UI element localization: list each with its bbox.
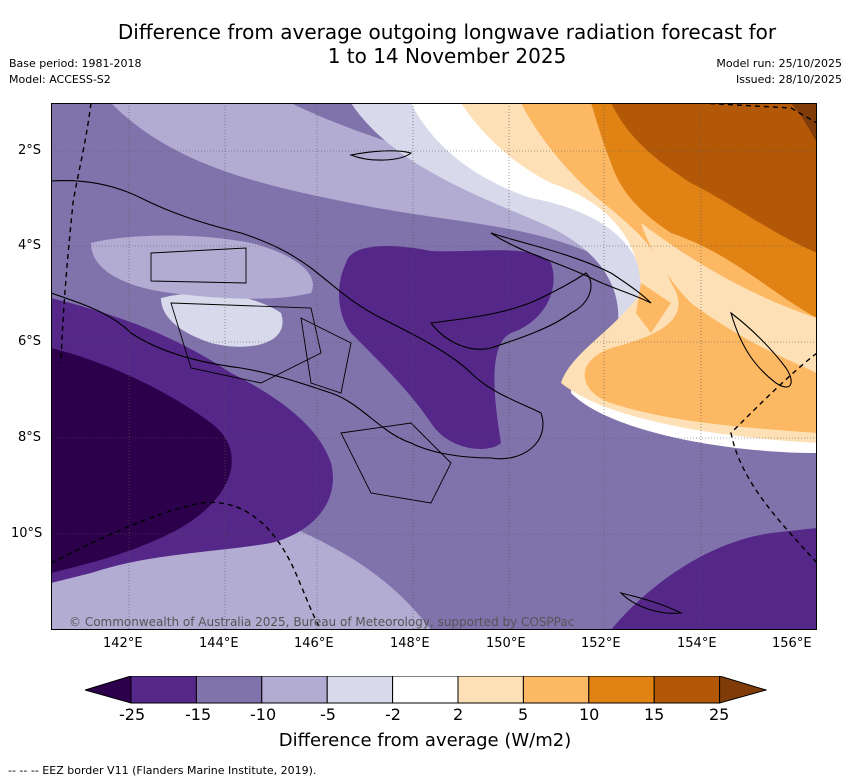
colorbar-tick-p10: 10 — [579, 705, 600, 724]
anomaly-band-m15-blob — [339, 246, 554, 449]
eez-border-north-icon — [700, 103, 817, 124]
anomaly-band-p5-patch — [636, 283, 671, 333]
eez-legend: -- -- -- EEZ border V11 (Flanders Marine… — [8, 764, 316, 777]
colorbar-bin-9 — [653, 676, 721, 704]
manus-island-coastline-icon — [349, 150, 413, 161]
anomaly-band-p2-east — [641, 223, 817, 373]
lat-label-8s: 8°S — [18, 430, 42, 445]
colorbar-bin-5 — [392, 676, 459, 704]
new-guinea-coastline-icon — [51, 180, 544, 460]
solomon-islands-coastline-icon — [619, 591, 683, 614]
lon-label-156e: 156°E — [772, 636, 812, 651]
eez-border-east-icon — [730, 352, 817, 564]
lon-label-152e: 152°E — [581, 636, 621, 651]
colorbar-bin-6 — [457, 676, 524, 704]
provincial-boundaries-icon — [150, 247, 452, 504]
anomaly-band-p25 — [791, 103, 817, 143]
lon-label-146e: 146°E — [294, 636, 334, 651]
colorbar-bin-8 — [588, 676, 655, 704]
issued-date: Issued: 28/10/2025 — [735, 73, 842, 86]
lon-label-148e: 148°E — [390, 636, 430, 651]
colorbar-bin-4 — [326, 676, 394, 704]
lon-label-154e: 154°E — [677, 636, 717, 651]
colorbar-extend-max — [719, 676, 767, 704]
new-britain-coastline-icon — [429, 272, 592, 350]
lat-label-10s: 10°S — [11, 526, 43, 541]
lat-label-6s: 6°S — [18, 334, 42, 349]
colorbar-bin-3 — [261, 676, 328, 704]
colorbar-tick-m25: -25 — [119, 705, 146, 724]
eez-border-west-icon — [60, 103, 92, 364]
model-run: Model run: 25/10/2025 — [716, 57, 842, 70]
colorbar-tick-m10: -10 — [250, 705, 277, 724]
colorbar-tick-m2: -2 — [385, 705, 401, 724]
anomaly-band-m25-sw — [51, 348, 232, 573]
anomaly-band-m5-patch — [161, 293, 283, 347]
colorbar-extend-min — [85, 676, 132, 704]
lat-label-2s: 2°S — [18, 143, 42, 158]
colorbar-bin-2 — [195, 676, 263, 704]
map-frame — [51, 103, 817, 630]
olr-anomaly-map: © Commonwealth of Australia 2025, Bureau… — [51, 103, 817, 630]
title-line-1: Difference from average outgoing longwav… — [117, 20, 777, 44]
eez-border-south-icon — [51, 501, 322, 630]
colorbar-tick-p2: 2 — [453, 705, 464, 724]
colorbar-tick-p5: 5 — [518, 705, 529, 724]
lat-label-4s: 4°S — [18, 238, 42, 253]
colorbar-tick-p25: 25 — [709, 705, 730, 724]
lon-label-150e: 150°E — [486, 636, 526, 651]
colorbar-tick-m5: -5 — [320, 705, 336, 724]
colorbar-bin-7 — [522, 676, 590, 704]
colorbar — [85, 676, 767, 704]
new-ireland-coastline-icon — [490, 232, 652, 304]
lon-label-144e: 144°E — [199, 636, 239, 651]
copyright-notice: © Commonwealth of Australia 2025, Bureau… — [69, 615, 574, 629]
colorbar-tick-m15: -15 — [185, 705, 212, 724]
colorbar-label: Difference from average (W/m2) — [278, 730, 572, 751]
anomaly-band-p15 — [611, 103, 817, 253]
bougainville-coastline-icon — [730, 311, 792, 388]
eez-legend-symbol: -- -- — [8, 764, 28, 777]
colorbar-bin-1 — [130, 676, 197, 704]
colorbar-tick-p15: 15 — [644, 705, 665, 724]
lon-label-142e: 142°E — [103, 636, 143, 651]
title-line-2: 1 to 14 November 2025 — [327, 44, 567, 68]
eez-legend-text: -- EEZ border V11 (Flanders Marine Insti… — [30, 764, 317, 777]
base-period: Base period: 1981-2018 — [9, 57, 142, 70]
model-name: Model: ACCESS-S2 — [9, 73, 111, 86]
anomaly-band-m10-patch — [91, 235, 313, 299]
